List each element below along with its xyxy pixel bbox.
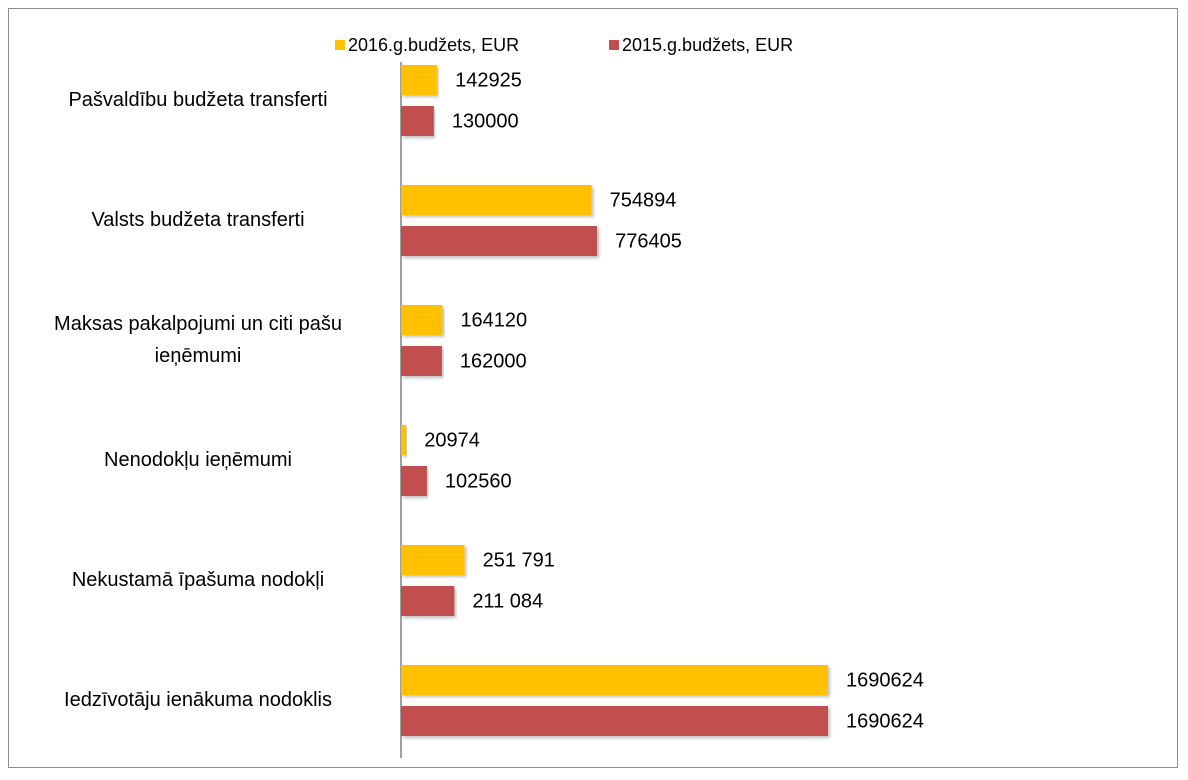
data-label: 1690624 <box>846 669 924 691</box>
data-label: 130000 <box>452 110 519 132</box>
legend-swatch <box>335 40 345 50</box>
data-label: 754894 <box>610 189 677 211</box>
category-label: Nenodokļu ieņēmumi <box>104 449 292 471</box>
category-label: Valsts budžeta transferti <box>91 209 305 231</box>
data-label: 776405 <box>615 230 682 252</box>
bar <box>401 106 434 136</box>
bar <box>401 706 828 736</box>
legend-swatch <box>609 40 619 50</box>
data-label: 251 791 <box>483 549 555 571</box>
data-label: 142925 <box>455 69 522 91</box>
bar <box>401 586 455 616</box>
bar <box>401 185 592 215</box>
chart-frame <box>8 8 1178 768</box>
bar <box>401 65 438 95</box>
data-label: 1690624 <box>846 710 924 732</box>
bar <box>401 665 828 695</box>
data-label: 20974 <box>424 429 480 451</box>
category-label: Nekustamā īpašuma nodokļi <box>71 569 325 591</box>
category-label: Iedzīvotāju ienākuma nodoklis <box>64 689 332 711</box>
bar <box>401 226 598 256</box>
bar <box>401 466 427 496</box>
bar <box>401 545 465 575</box>
data-label: 164120 <box>460 309 527 331</box>
category-label: Maksas pakalpojumi un citi pašu ieņēmumi <box>54 313 342 367</box>
data-label: 102560 <box>445 470 512 492</box>
legend-label: 2016.g.budžets, EUR <box>348 35 519 55</box>
data-label: 162000 <box>460 350 527 372</box>
bar <box>401 425 407 455</box>
data-label: 211 084 <box>472 590 543 612</box>
category-label: Pašvaldību budžeta transferti <box>68 89 328 111</box>
bar <box>401 305 443 335</box>
legend-label: 2015.g.budžets, EUR <box>622 35 793 55</box>
bar <box>401 346 442 376</box>
